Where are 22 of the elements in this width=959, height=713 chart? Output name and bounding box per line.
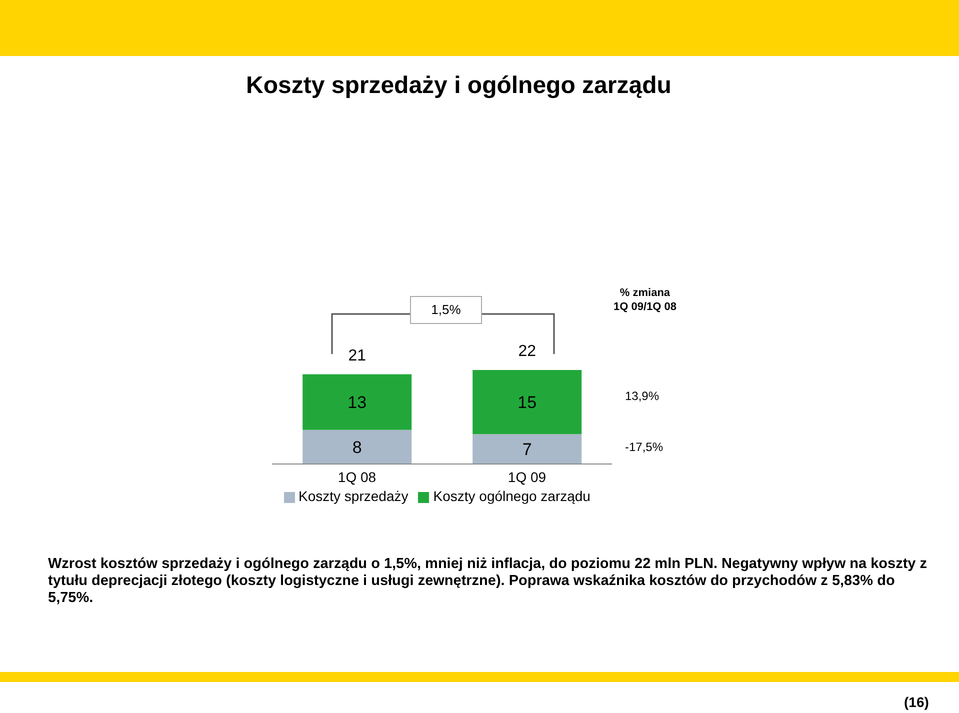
x-tick-label: 1Q 08: [338, 468, 376, 485]
legend-label: Koszty ogólnego zarządu: [433, 488, 590, 504]
bar: [302, 374, 412, 430]
total-label: 21: [348, 347, 366, 364]
total-label: 22: [518, 343, 536, 360]
bar: [302, 430, 412, 464]
text: -17,5%: [625, 440, 664, 454]
text: 1Q 09/1Q 08: [612, 301, 678, 313]
data-label: 7: [522, 440, 532, 460]
bar: [472, 370, 582, 434]
data-label: 13: [348, 393, 367, 412]
data-label: 8: [352, 438, 362, 457]
x-tick-label: 1Q 09: [508, 468, 546, 485]
data-label: 15: [518, 393, 537, 412]
legend-label: Koszty sprzedaży: [298, 488, 408, 504]
bar: [472, 434, 582, 464]
text: 1,5%: [410, 296, 482, 324]
text: (16): [904, 694, 929, 710]
chart-title: Koszty sprzedaży i ogólnego zarządu: [246, 72, 672, 100]
text: % zmiana: [618, 287, 672, 299]
text: Wzrost kosztów sprzedaży i ogólnego zarządu o 1,5%, mniej niż inflacja, do poziomu 22 mln PLN. Negatywny wpływ na koszty z tytułu deprecjacji złotego (koszty logistyczne i usługi zewnętrzne). Poprawa wskaźnika kosztów do przychodów z 5,83% do 5,75%.: [48, 556, 928, 607]
text: 13,9%: [625, 389, 660, 403]
